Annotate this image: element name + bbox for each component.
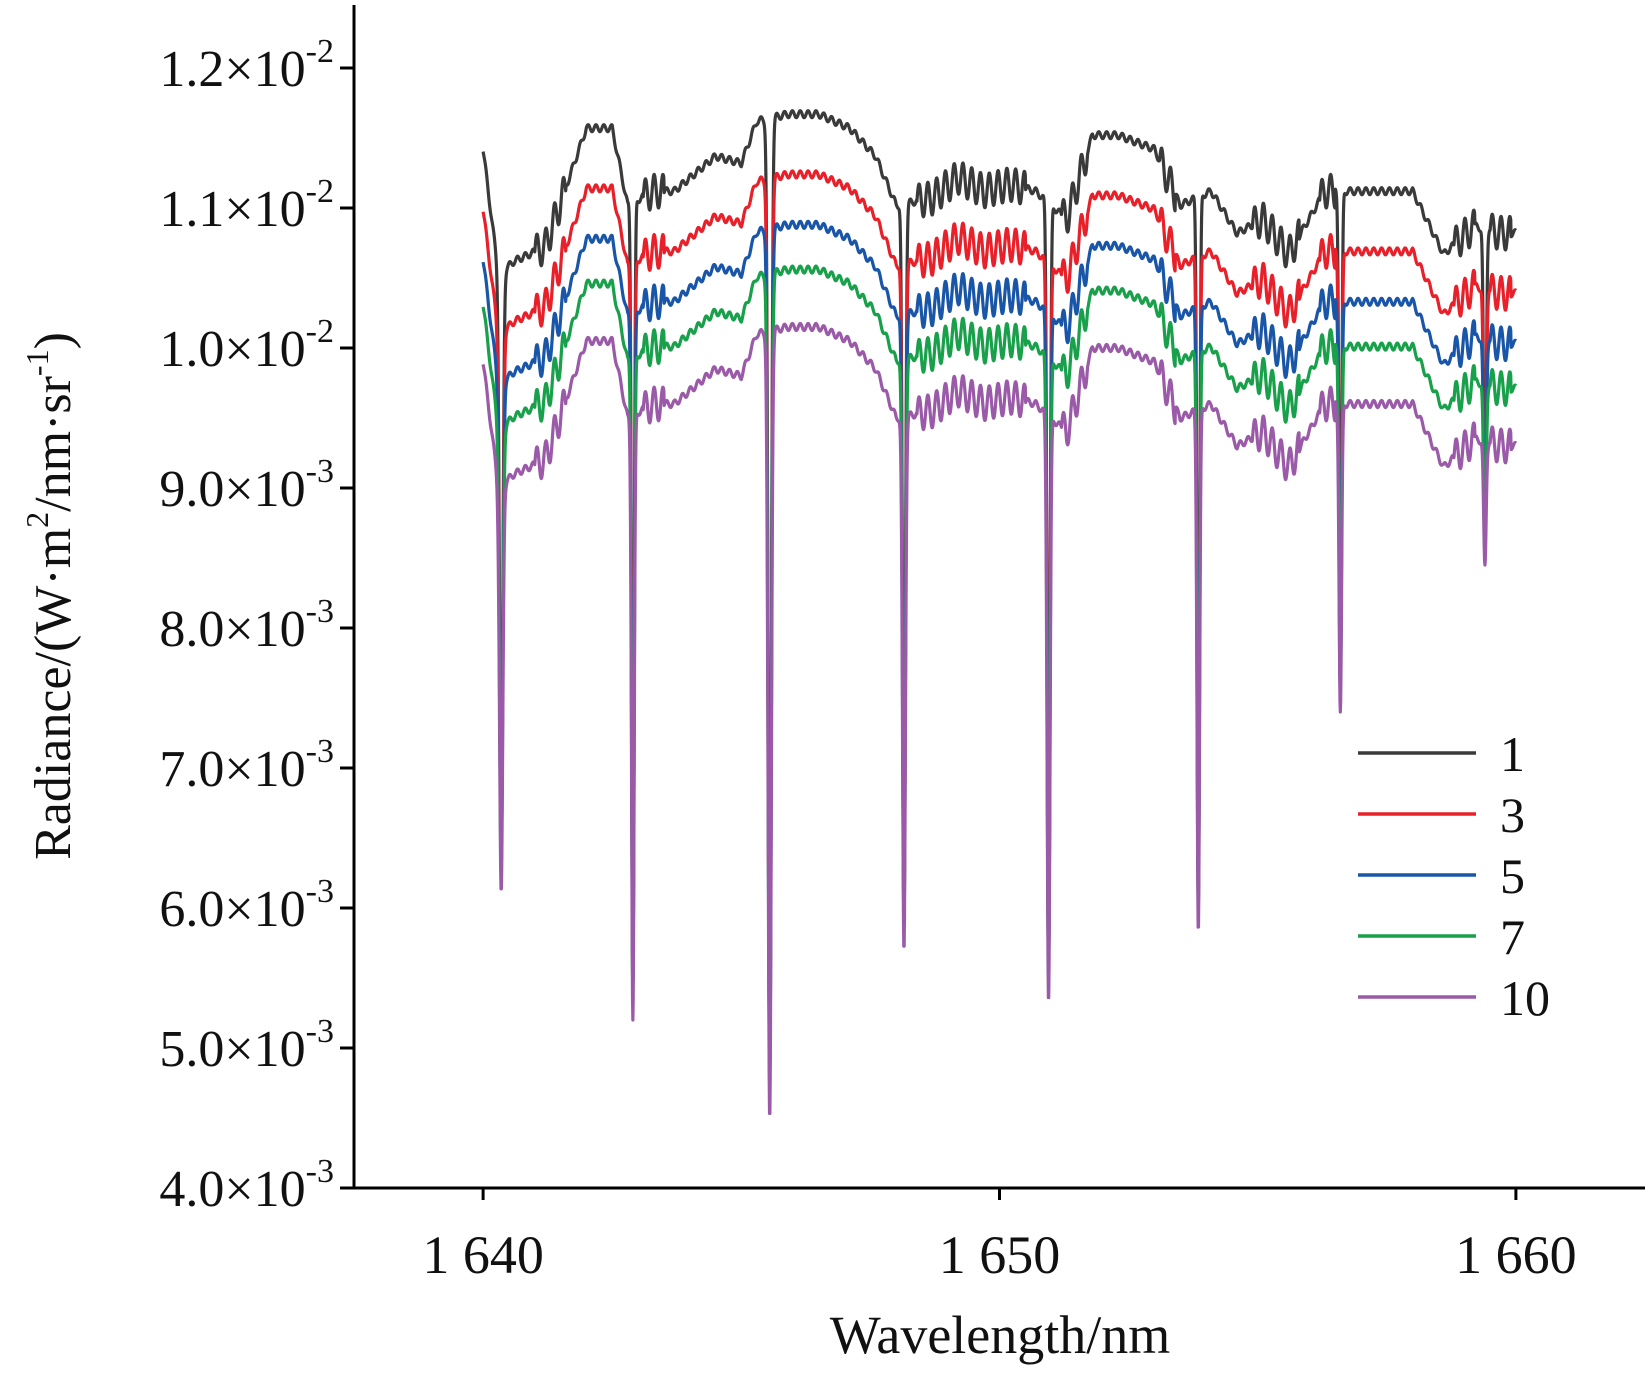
y-axis-title-end: ) xyxy=(25,332,82,349)
legend-label-7: 7 xyxy=(1500,909,1525,965)
series-line-5 xyxy=(481,219,1518,1074)
y-tick-label: 5.0×10-3 xyxy=(159,1013,334,1078)
y-axis-title: Radiance/(W·m2/nm·sr-1) xyxy=(19,332,82,860)
y-axis-title-base: Radiance/(W·m xyxy=(25,528,82,860)
x-tick-label: 1 650 xyxy=(939,1225,1061,1285)
legend-label-1: 1 xyxy=(1500,726,1525,782)
y-tick-mantissa: 4.0×10 xyxy=(159,1161,305,1218)
y-axis-title-sup-1: 2 xyxy=(19,512,55,528)
axes xyxy=(340,5,1645,1190)
y-tick-exponent: -2 xyxy=(306,173,334,210)
y-tick-mantissa: 5.0×10 xyxy=(159,1021,305,1078)
series-line-3 xyxy=(481,169,1518,1069)
y-axis-title-mid: /nm·sr xyxy=(25,376,82,512)
x-tick-label: 1 640 xyxy=(422,1225,544,1285)
y-tick-mantissa: 8.0×10 xyxy=(159,601,305,658)
x-axis-ticks: 1 640 1 650 1 660 xyxy=(422,1188,1577,1285)
series-line-1 xyxy=(481,109,1518,1064)
y-tick-label: 1.2×10-2 xyxy=(159,33,334,98)
y-axis-title-sup-2: -1 xyxy=(19,349,55,376)
y-tick-mantissa: 9.0×10 xyxy=(159,461,305,518)
y-tick-label: 1.1×10-2 xyxy=(159,173,334,238)
y-tick-mantissa: 1.2×10 xyxy=(159,41,305,98)
y-tick-exponent: -3 xyxy=(306,593,334,630)
y-tick-exponent: -2 xyxy=(306,33,334,70)
y-tick-mantissa: 1.0×10 xyxy=(159,321,305,378)
series-line-7 xyxy=(481,264,1518,1079)
y-tick-exponent: -3 xyxy=(306,453,334,490)
y-tick-exponent: -3 xyxy=(306,1153,334,1190)
y-tick-mantissa: 6.0×10 xyxy=(159,881,305,938)
series-line-10 xyxy=(481,321,1518,1115)
legend-label-5: 5 xyxy=(1500,848,1525,904)
y-tick-label: 8.0×10-3 xyxy=(159,593,334,658)
series-lines xyxy=(481,109,1518,1115)
legend-label-10: 10 xyxy=(1500,970,1550,1026)
y-tick-exponent: -2 xyxy=(306,313,334,350)
legend-label-3: 3 xyxy=(1500,787,1525,843)
y-tick-exponent: -3 xyxy=(306,733,334,770)
y-tick-mantissa: 1.1×10 xyxy=(159,181,305,238)
y-tick-label: 1.0×10-2 xyxy=(159,313,334,378)
x-tick-label: 1 660 xyxy=(1455,1225,1577,1285)
y-tick-label: 6.0×10-3 xyxy=(159,873,334,938)
y-tick-label: 7.0×10-3 xyxy=(159,733,334,798)
y-tick-label: 9.0×10-3 xyxy=(159,453,334,518)
y-tick-label: 4.0×10-3 xyxy=(159,1153,334,1218)
y-tick-mantissa: 7.0×10 xyxy=(159,741,305,798)
x-axis-title: Wavelength/nm xyxy=(830,1305,1171,1365)
y-axis-ticks: 4.0×10-35.0×10-36.0×10-37.0×10-38.0×10-3… xyxy=(159,33,354,1218)
y-tick-exponent: -3 xyxy=(306,1013,334,1050)
y-tick-exponent: -3 xyxy=(306,873,334,910)
